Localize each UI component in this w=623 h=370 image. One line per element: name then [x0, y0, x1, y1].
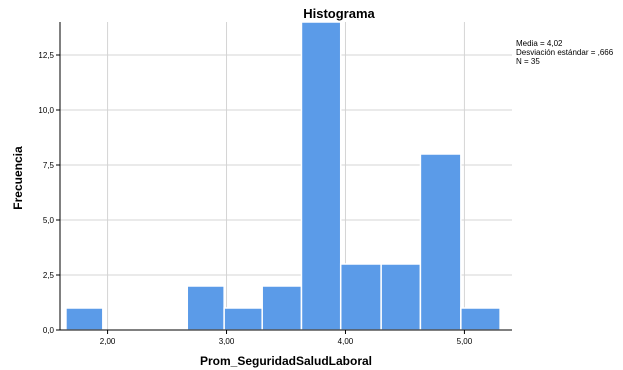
y-tick-label: 2,5 — [43, 271, 55, 280]
histogram-bar — [419, 153, 462, 331]
chart-title: Histograma — [303, 6, 375, 21]
histogram-bar — [460, 307, 501, 331]
histogram-bar — [300, 21, 342, 331]
grid-lines — [60, 22, 512, 330]
y-axis-label: Frecuencia — [11, 146, 25, 210]
stat-mean: Media = 4,02 — [516, 39, 563, 48]
histogram-bar — [380, 263, 422, 331]
histogram-bar — [65, 307, 104, 331]
y-tick-label: 10,0 — [38, 106, 54, 115]
stat-n: N = 35 — [516, 57, 540, 66]
y-ticks: 0,0 2,5 5,0 7,5 10,0 12,5 — [38, 51, 60, 335]
x-axis-label: Prom_SeguridadSaludLaboral — [200, 354, 372, 368]
x-tick-label: 3,00 — [219, 337, 235, 346]
bars — [65, 21, 501, 331]
x-tick-label: 2,00 — [100, 337, 116, 346]
y-tick-label: 0,0 — [43, 326, 55, 335]
histogram-bar — [223, 307, 263, 331]
statistics-box: Media = 4,02 Desviación estándar = ,666 … — [516, 39, 614, 66]
y-tick-label: 12,5 — [38, 51, 54, 60]
histogram-bar — [261, 285, 303, 331]
y-tick-label: 5,0 — [43, 216, 55, 225]
stat-std-dev: Desviación estándar = ,666 — [516, 48, 614, 57]
y-tick-label: 7,5 — [43, 161, 55, 170]
x-tick-label: 5,00 — [457, 337, 473, 346]
x-tick-label: 4,00 — [338, 337, 354, 346]
x-ticks: 2,00 3,00 4,00 5,00 — [100, 330, 473, 346]
histogram-bar — [186, 285, 225, 331]
histogram-bar — [339, 263, 382, 331]
